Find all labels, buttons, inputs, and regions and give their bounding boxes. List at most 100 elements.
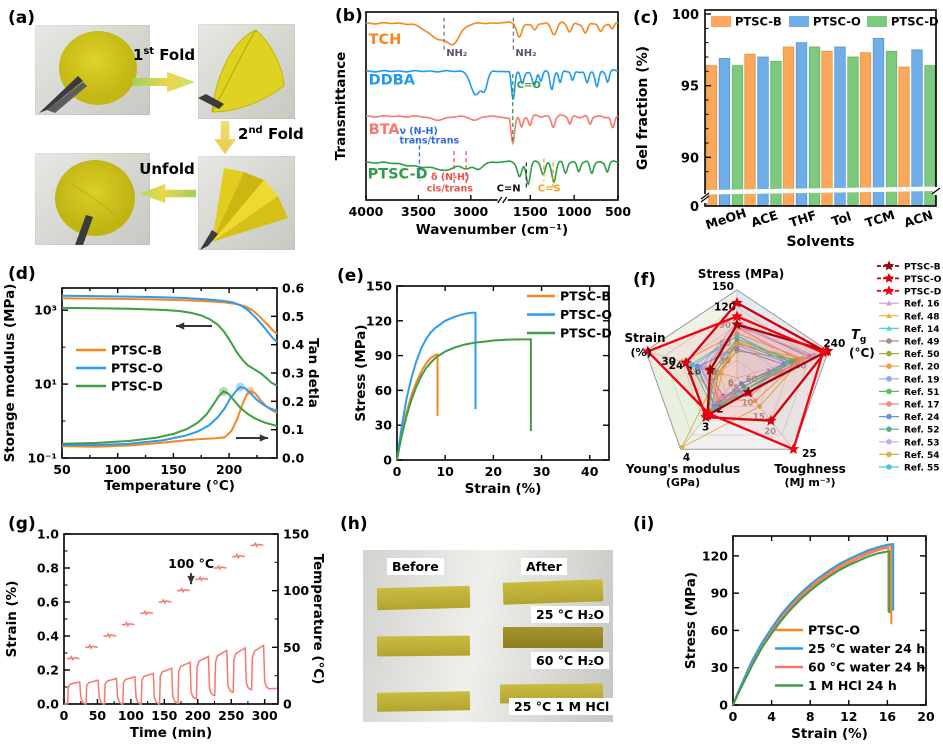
- svg-text:0: 0: [729, 709, 738, 724]
- svg-text:PTSC-O: PTSC-O: [813, 15, 861, 29]
- film-strip-after-1: [502, 579, 604, 605]
- bar-PTSC-B-MeOH: [705, 65, 718, 207]
- panel-i-label: (i): [633, 514, 655, 534]
- svg-text:Tg: Tg: [851, 328, 866, 345]
- svg-text:PTSC-D: PTSC-D: [891, 15, 939, 29]
- svg-text:0.2: 0.2: [282, 394, 304, 409]
- svg-text:(°C): (°C): [849, 346, 875, 360]
- svg-text:10: 10: [436, 464, 454, 479]
- svg-text:Strain (%): Strain (%): [4, 581, 20, 658]
- svg-text:(%): (%): [630, 346, 651, 359]
- svg-text:δ (N-H): δ (N-H): [431, 172, 469, 183]
- tand-PTSC-D: [61, 390, 278, 445]
- svg-text:C=S: C=S: [538, 184, 561, 195]
- svg-text:40: 40: [581, 464, 599, 479]
- tand-PTSC-O: [62, 386, 278, 446]
- svg-text:240: 240: [823, 338, 845, 350]
- ftir-trace-DDBA: [365, 69, 619, 101]
- radar-legend: PTSC-B PTSC-O PTSC-D Ref. 16 Ref. 48 Ref. 14 R…: [877, 260, 942, 474]
- svg-text:Ref. 17: Ref. 17: [904, 401, 940, 411]
- svg-text:3000: 3000: [453, 204, 488, 219]
- svg-text:0.3: 0.3: [282, 366, 304, 381]
- bar-PTSC-O-TCM: [872, 37, 885, 207]
- temperature-step-50: [85, 643, 98, 650]
- panel-d-label: (d): [8, 264, 36, 284]
- film-strip-before-3: [376, 691, 471, 712]
- svg-text:4: 4: [683, 452, 690, 464]
- svg-text:PTSC-O: PTSC-O: [808, 623, 860, 638]
- svg-text:Ref. 52: Ref. 52: [904, 426, 940, 436]
- svg-text:NH₂: NH₂: [446, 48, 467, 59]
- svg-text:cis/trans: cis/trans: [427, 184, 473, 195]
- svg-text:0.0: 0.0: [37, 697, 59, 712]
- svg-text:100: 100: [672, 8, 699, 23]
- unfold-label: Unfold: [139, 160, 195, 178]
- fold2-arrow-icon: [213, 121, 237, 154]
- svg-text:300: 300: [252, 708, 278, 723]
- folded-film-illustration: [198, 29, 285, 113]
- svg-text:3: 3: [702, 421, 709, 433]
- svg-text:0.4: 0.4: [37, 629, 59, 644]
- svg-text:3500: 3500: [401, 204, 436, 219]
- fold1-label: 1st Fold: [132, 46, 196, 64]
- radar-plot: 3060901201506012018024051015202512346121…: [624, 267, 874, 489]
- svg-text:0: 0: [393, 464, 402, 479]
- svg-text:100: 100: [105, 462, 131, 477]
- svg-text:30: 30: [375, 418, 393, 433]
- svg-text:25 °C water 24 h: 25 °C water 24 h: [808, 641, 925, 656]
- bar-PTSC-D-ACN: [924, 65, 936, 207]
- ftir-plot: 4000 3500 3000 1500 1000 500 TCH DDBA BTA PTSC-D N…: [349, 11, 631, 219]
- svg-text:0: 0: [719, 698, 728, 713]
- gel-fraction-plot: MeOH ACE THF Tol TCM ACN 90 95 100 0 PTSC-B PTSC-O P…: [672, 8, 941, 232]
- svg-text:0: 0: [728, 380, 734, 390]
- svg-text:0: 0: [383, 453, 392, 468]
- bar-PTSC-D-THF: [808, 46, 821, 207]
- panel-c-label: (c): [633, 8, 659, 28]
- svg-text:MeOH: MeOH: [704, 205, 749, 232]
- svg-text:90: 90: [375, 348, 393, 363]
- svg-text:ACN: ACN: [902, 207, 935, 230]
- temperature-step-100: [177, 587, 190, 594]
- svg-text:8: 8: [806, 709, 815, 724]
- bar-PTSC-O-Tol: [834, 46, 846, 207]
- curve-PTSC-B: [396, 353, 439, 461]
- bar-PTSC-D-Tol: [847, 56, 859, 207]
- svg-text:Temperature (°C): Temperature (°C): [310, 554, 326, 685]
- svg-text:ν (N-H): ν (N-H): [400, 126, 438, 137]
- svg-text:0.5: 0.5: [282, 309, 304, 324]
- gel-fraction-chart: MeOH ACE THF Tol TCM ACN 90 95 100 0 PTSC-B PTSC-O P…: [635, 8, 941, 250]
- svg-text:Storage modulus (MPa): Storage modulus (MPa): [2, 284, 18, 463]
- ftir-trace-BTA: [365, 114, 618, 146]
- e-plot: 0 10 20 30 40 0 30 60 90 120 150 PTSC-B PTSC-O PTSC-D: [366, 279, 612, 480]
- svg-text:Strain (%): Strain (%): [465, 481, 542, 497]
- svg-text:90: 90: [719, 321, 731, 331]
- tweezers-icon: [39, 76, 83, 113]
- bar-PTSC-D-TCM: [885, 50, 898, 207]
- svg-text:12: 12: [840, 709, 857, 724]
- svg-text:50: 50: [53, 462, 71, 477]
- svg-text:Solvents: Solvents: [786, 234, 854, 250]
- svg-text:TCH: TCH: [369, 32, 402, 48]
- tand-PTSC-B: [61, 389, 278, 448]
- svg-text:150: 150: [151, 708, 177, 723]
- ftir-chart: 4000 3500 3000 1500 1000 500 TCH DDBA BTA PTSC-D N…: [333, 11, 631, 238]
- photo-film-folded-once: [198, 24, 295, 119]
- svg-text:PTSC-B: PTSC-B: [904, 263, 941, 273]
- tweezers-icon: [75, 215, 93, 245]
- panel-f-label: (f): [633, 270, 656, 290]
- panel-i: (i) 0 4 8 12 16 20 0 30 60 90 120 PTSC-O 25 °C water…: [633, 492, 943, 744]
- stress-strain-chart: 0 10 20 30 40 0 30 60 90 120 150 PTSC-B PTSC-O PTSC-D…: [353, 279, 612, 498]
- film-strip-before-1: [376, 585, 471, 611]
- svg-text:PTSC-D: PTSC-D: [368, 166, 428, 182]
- radar-series-PTSC-O: [684, 301, 828, 422]
- temperature-step-110: [195, 575, 209, 582]
- stability-stress-strain-chart: 0 4 8 12 16 20 0 30 60 90 120 PTSC-O 25 °C water 24 …: [683, 535, 935, 742]
- fan-folded-film-illustration: [200, 168, 288, 250]
- before-label: Before: [387, 558, 444, 575]
- svg-text:0.0: 0.0: [282, 451, 304, 466]
- svg-text:PTSC-D: PTSC-D: [111, 379, 163, 394]
- svg-text:6: 6: [728, 379, 734, 389]
- svg-text:Strain: Strain: [624, 331, 665, 345]
- svg-text:DDBA: DDBA: [369, 72, 416, 88]
